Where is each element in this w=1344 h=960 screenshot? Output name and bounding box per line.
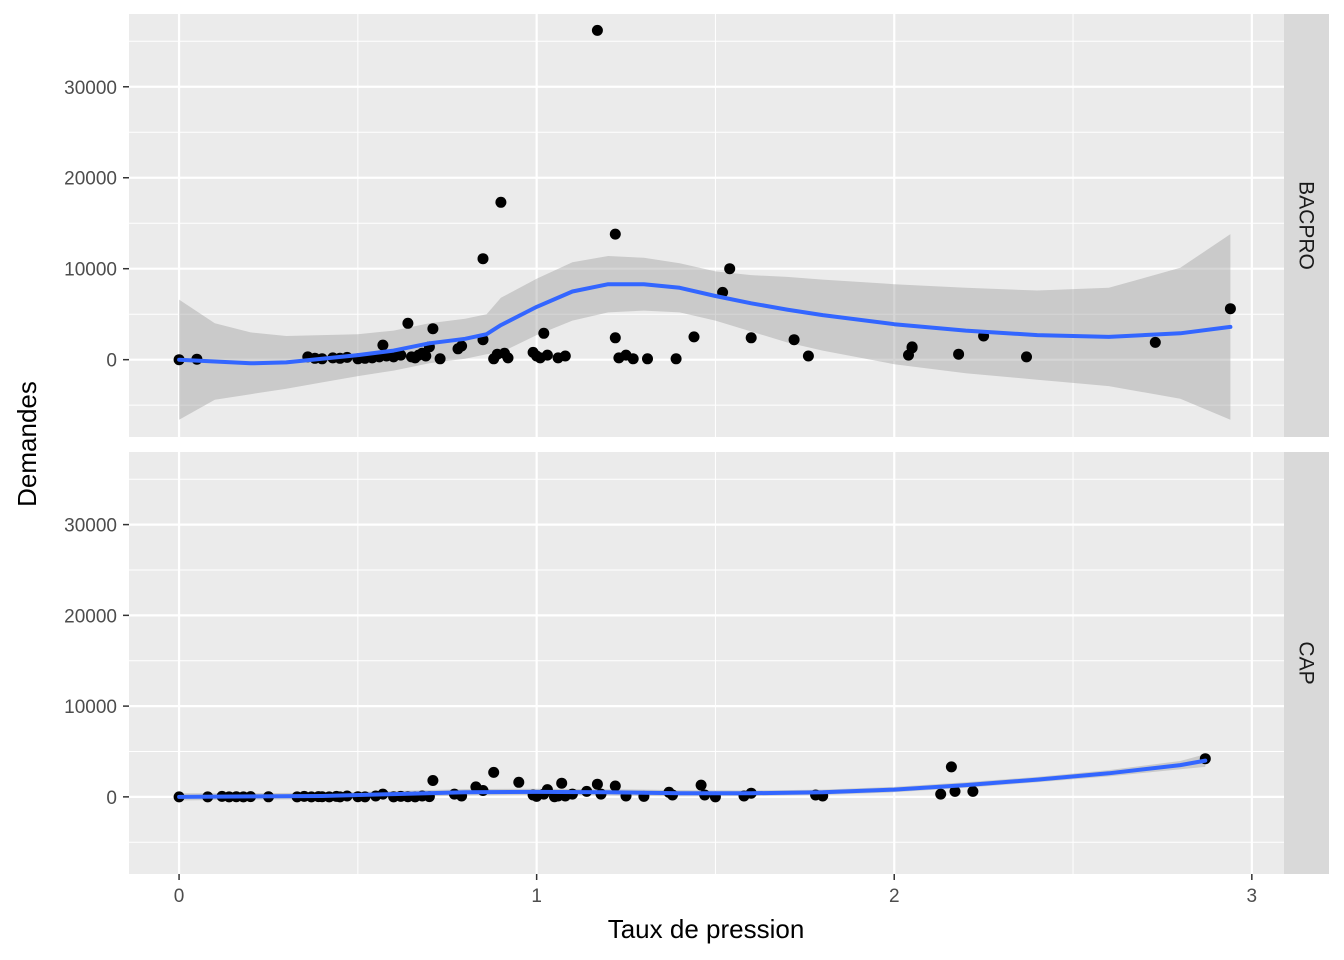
data-point [556, 777, 568, 789]
y-tick-label: 20000 [64, 606, 117, 627]
data-point [420, 350, 432, 362]
data-point [745, 332, 757, 344]
y-tick-label: 30000 [64, 78, 117, 99]
y-tick-label: 0 [106, 351, 117, 372]
x-tick-label: 0 [174, 886, 185, 907]
data-point [967, 785, 979, 797]
panel-background [129, 452, 1284, 874]
data-point [395, 349, 407, 361]
x-axis: 0 1 2 3 [174, 874, 1257, 907]
data-point [953, 348, 965, 360]
facet-strip [1284, 452, 1329, 874]
data-point [434, 353, 446, 365]
smooth-line [177, 282, 1233, 366]
data-point [1224, 303, 1236, 315]
data-point [724, 263, 736, 275]
data-point [513, 776, 525, 788]
y-tick-label: 20000 [64, 169, 117, 190]
data-point [670, 353, 682, 365]
data-point [541, 349, 553, 361]
data-point [377, 339, 389, 351]
facet-strip-label: CAP [1295, 641, 1318, 684]
data-point [802, 350, 814, 362]
panel-background [129, 14, 1284, 437]
data-point [906, 341, 918, 353]
data-point [591, 778, 603, 790]
data-point [945, 761, 957, 773]
data-point [538, 327, 550, 339]
data-point [591, 24, 603, 36]
panel-cap: 0 10000 20000 30000 CAP [64, 452, 1329, 874]
x-tick-label: 3 [1247, 886, 1258, 907]
data-point [559, 350, 571, 362]
panel-bacpro: 0 10000 20000 30000 BACPRO [64, 14, 1329, 437]
facet-strip [1284, 14, 1329, 437]
y-tick-label: 10000 [64, 697, 117, 718]
data-point [502, 352, 514, 364]
smooth-line [177, 758, 1208, 799]
y-axis-title: Demandes [12, 381, 42, 507]
data-point [609, 332, 621, 344]
data-point [627, 353, 639, 365]
y-tick-label: 30000 [64, 516, 117, 537]
data-point [427, 323, 439, 335]
data-point [1149, 336, 1161, 348]
y-tick-label: 10000 [64, 260, 117, 281]
data-point [688, 331, 700, 343]
data-point [935, 788, 947, 800]
data-point [1021, 351, 1032, 363]
panels-layer: 0 10000 20000 30000 BACPRO 0 10000 20000 30000 CA… [64, 14, 1329, 907]
data-point [695, 779, 707, 791]
data-point [427, 775, 439, 786]
data-point [788, 334, 800, 346]
data-point [456, 340, 468, 352]
facet-strip-label: BACPRO [1295, 181, 1318, 270]
data-point [609, 780, 621, 792]
data-point [402, 317, 414, 329]
data-point [642, 353, 653, 365]
x-tick-label: 2 [889, 886, 900, 907]
data-point [949, 785, 961, 797]
x-tick-label: 1 [531, 886, 542, 907]
x-axis-title: Taux de pression [608, 914, 805, 944]
data-point [495, 196, 507, 208]
data-point [488, 766, 500, 778]
y-tick-label: 0 [106, 788, 117, 809]
data-point [609, 228, 621, 240]
data-point [477, 253, 489, 265]
confidence-band [179, 234, 1231, 420]
